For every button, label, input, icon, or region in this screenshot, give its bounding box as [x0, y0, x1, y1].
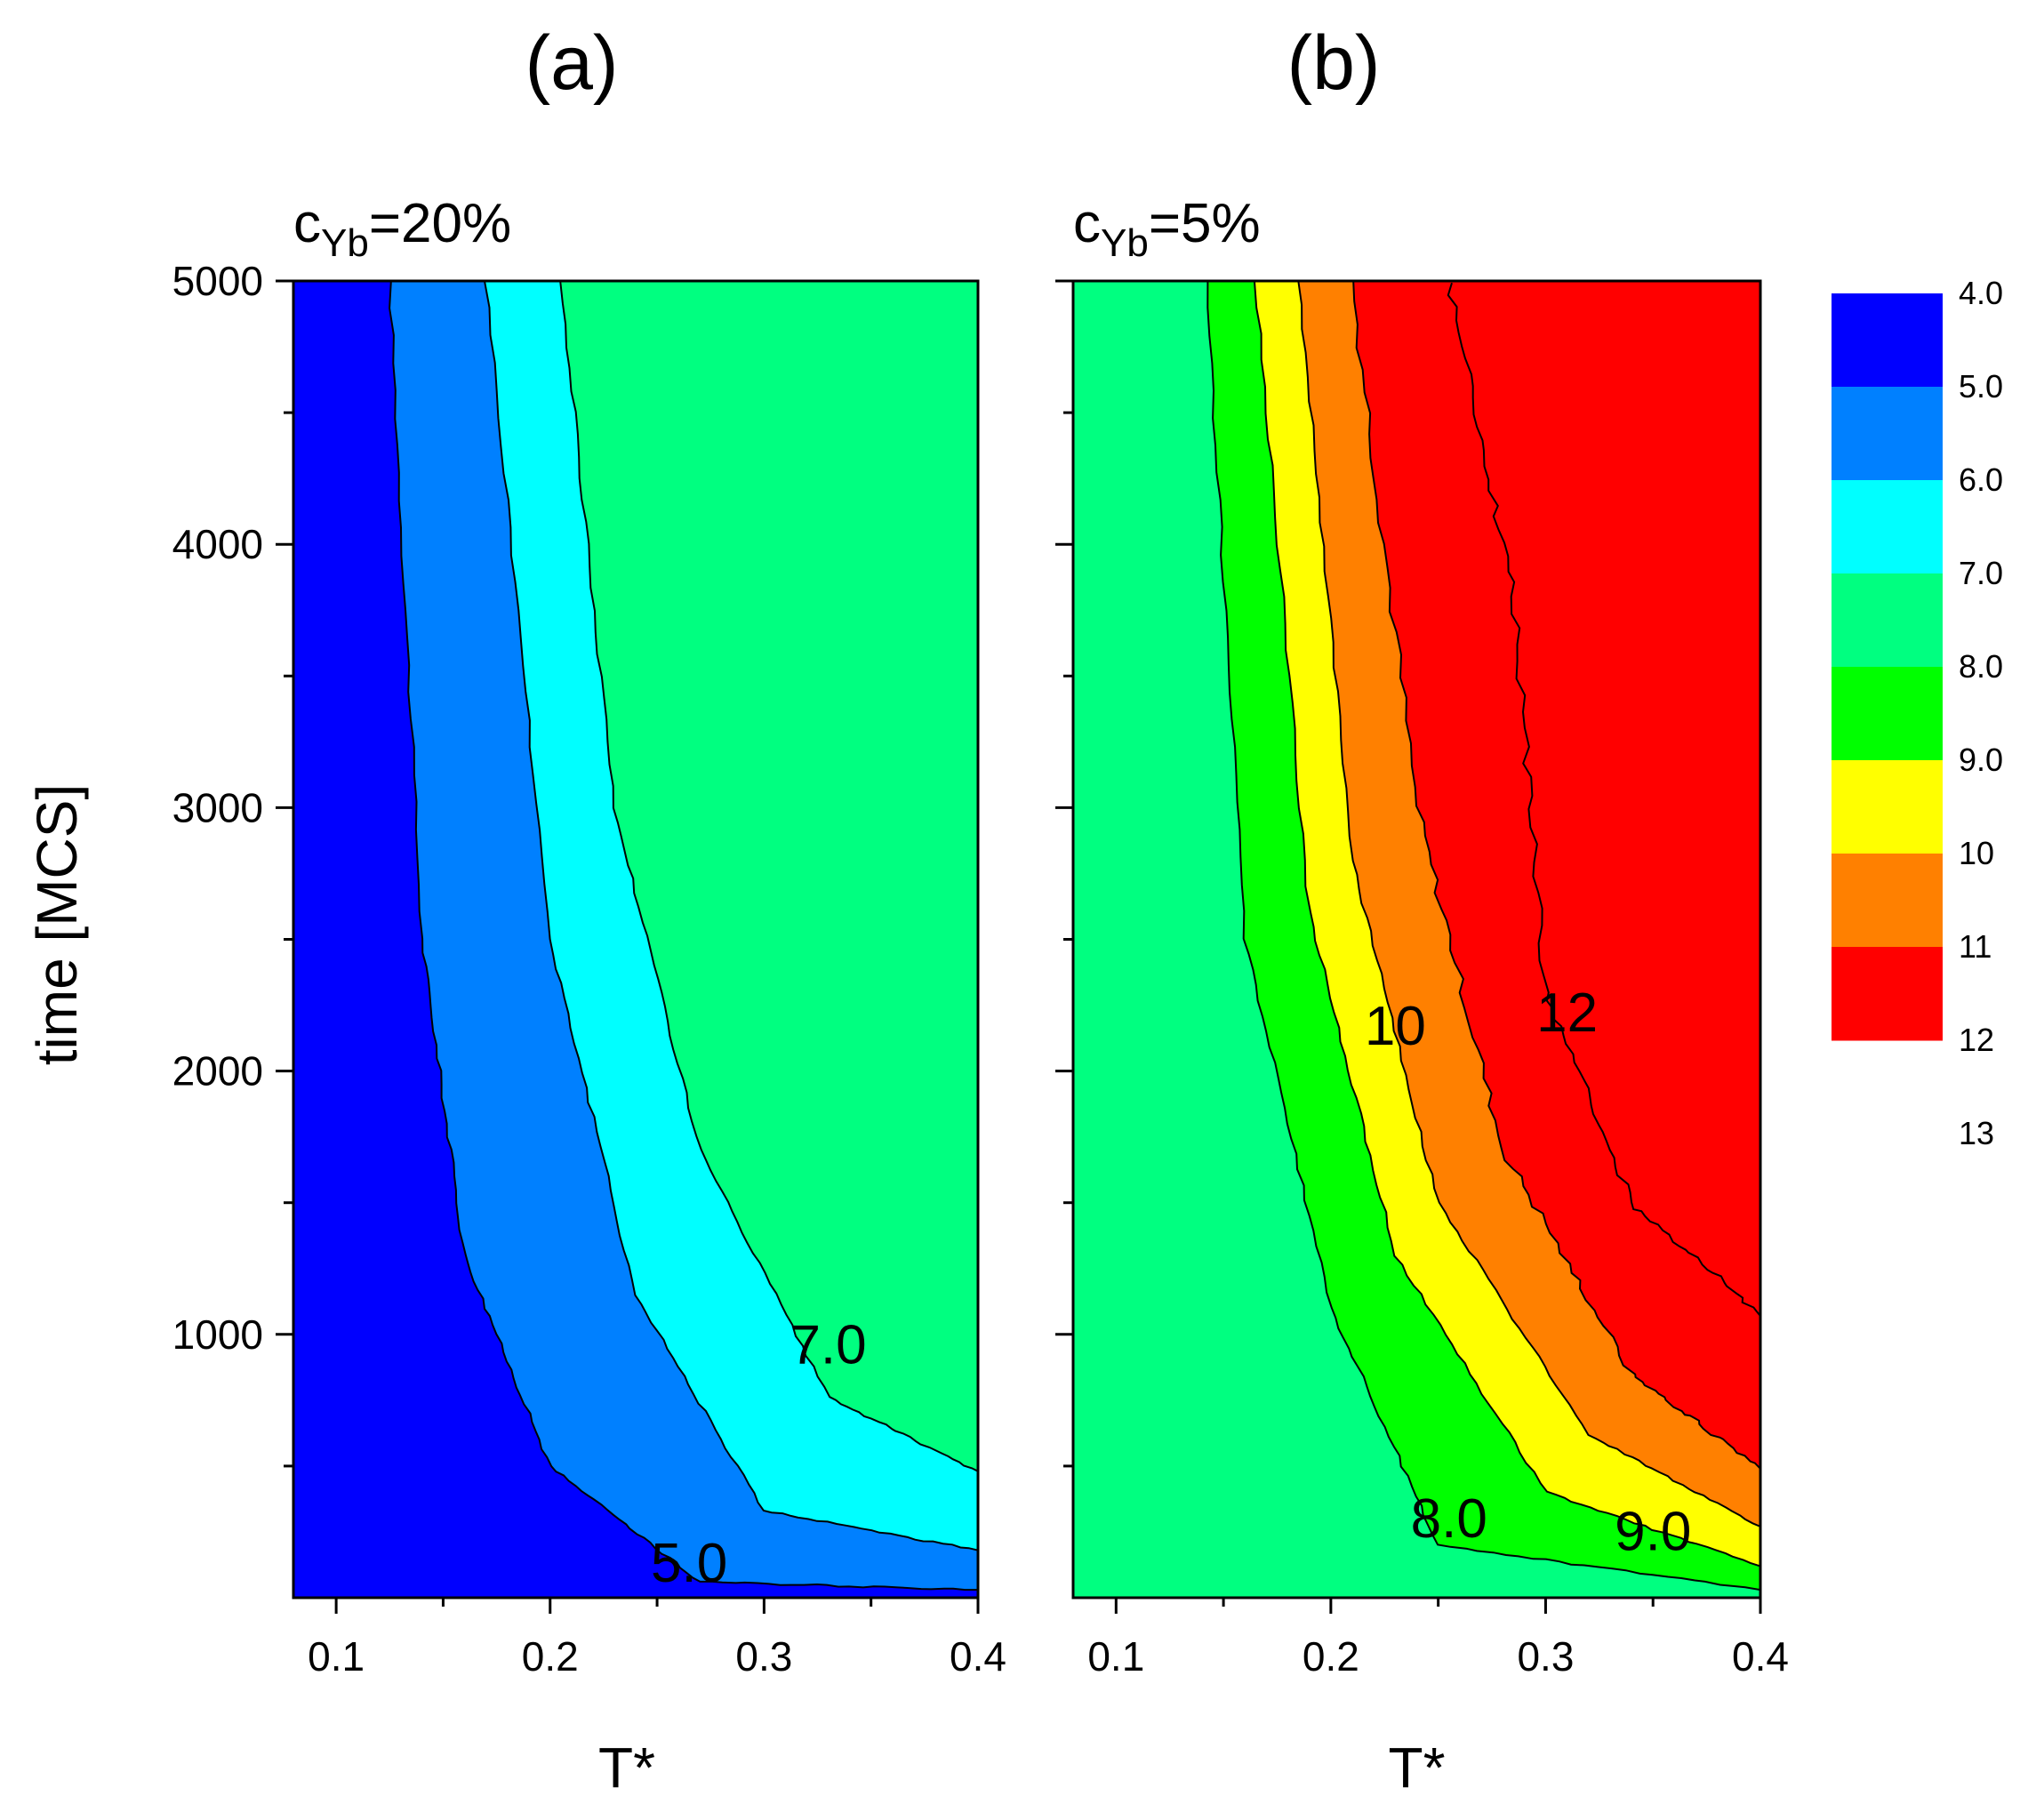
x-axis-title: T*: [1389, 1736, 1446, 1800]
colorbar-label: 13: [1959, 1115, 1994, 1151]
x-tick-label: 0.4: [950, 1633, 1006, 1680]
y-tick-label: 4000: [172, 521, 263, 567]
colorbar-swatch: [1832, 293, 1943, 388]
colorbar-label: 6.0: [1959, 461, 2003, 498]
contour-label: 7.0: [790, 1314, 866, 1375]
contour-line: [1352, 281, 1760, 1470]
panel-label: (a): [525, 20, 618, 106]
x-tick-label: 0.3: [1517, 1633, 1574, 1680]
colorbar-swatch: [1832, 667, 1943, 761]
panel-b: (b) cYb=5% 10 12 8.0 9.0 0.1 0.2 0.3 0.4 T*: [1055, 20, 1789, 1800]
colorbar-label: 10: [1959, 835, 1994, 871]
colorbar-swatch: [1832, 387, 1943, 481]
colorbar-label: 8.0: [1959, 648, 2003, 685]
colorbar-swatch: [1832, 760, 1943, 854]
colorbar-label: 11: [1959, 928, 1992, 965]
contour-area: [1073, 281, 1760, 1598]
colorbar-label: 9.0: [1959, 742, 2003, 778]
colorbar-label: 12: [1959, 1022, 1994, 1058]
colorbar-swatch: [1832, 854, 1943, 948]
region-7.0-8.0: [1073, 281, 1760, 1598]
contour-area: [293, 281, 978, 1598]
y-tick-label: 3000: [172, 784, 263, 830]
contour-label: 5.0: [651, 1533, 727, 1594]
colorbar-label: 7.0: [1959, 555, 2003, 591]
panel-subtitle: cYb=20%: [293, 193, 511, 265]
x-axis-title: T*: [598, 1736, 655, 1800]
contour-label: 10: [1365, 996, 1426, 1057]
contour-line: [1447, 282, 1760, 1317]
colorbar-label: 5.0: [1959, 368, 2003, 405]
region-4.0-5.0: [293, 281, 978, 1598]
contour-line: [389, 281, 978, 1591]
x-tick-label: 0.1: [308, 1633, 365, 1680]
panel-subtitle: cYb=5%: [1073, 193, 1261, 265]
y-tick-label: 1000: [172, 1311, 263, 1358]
x-tick-label: 0.1: [1087, 1633, 1144, 1680]
contour-line: [1206, 281, 1760, 1591]
contour-line: [1253, 281, 1760, 1567]
colorbar-swatch: [1832, 947, 1943, 1041]
colorbar-swatch: [1832, 480, 1943, 574]
panel-a: (a) cYb=20% 7.0 5.0 0.1 0.2 0.3 0.4 1000 2000 3000…: [25, 20, 1006, 1800]
colorbar-swatch: [1832, 573, 1943, 668]
contour-line: [559, 281, 978, 1472]
contour-label: 9.0: [1615, 1502, 1691, 1563]
x-tick-label: 0.3: [735, 1633, 792, 1680]
contour-line: [484, 281, 978, 1551]
x-tick-label: 0.2: [1303, 1633, 1359, 1680]
contour-label: 12: [1536, 982, 1598, 1044]
y-axis-title: time [MCS]: [25, 784, 89, 1065]
colorbar: 4.0 5.0 6.0 7.0 8.0 9.0 10 11 12 13: [1832, 275, 2003, 1151]
x-tick-label: 0.4: [1732, 1633, 1789, 1680]
y-tick-label: 2000: [172, 1048, 263, 1094]
panel-label: (b): [1287, 20, 1380, 106]
x-tick-label: 0.2: [522, 1633, 579, 1680]
contour-label: 8.0: [1411, 1488, 1487, 1550]
colorbar-label: 4.0: [1959, 275, 2003, 311]
y-tick-label: 5000: [172, 258, 263, 304]
contour-line: [1297, 281, 1760, 1527]
